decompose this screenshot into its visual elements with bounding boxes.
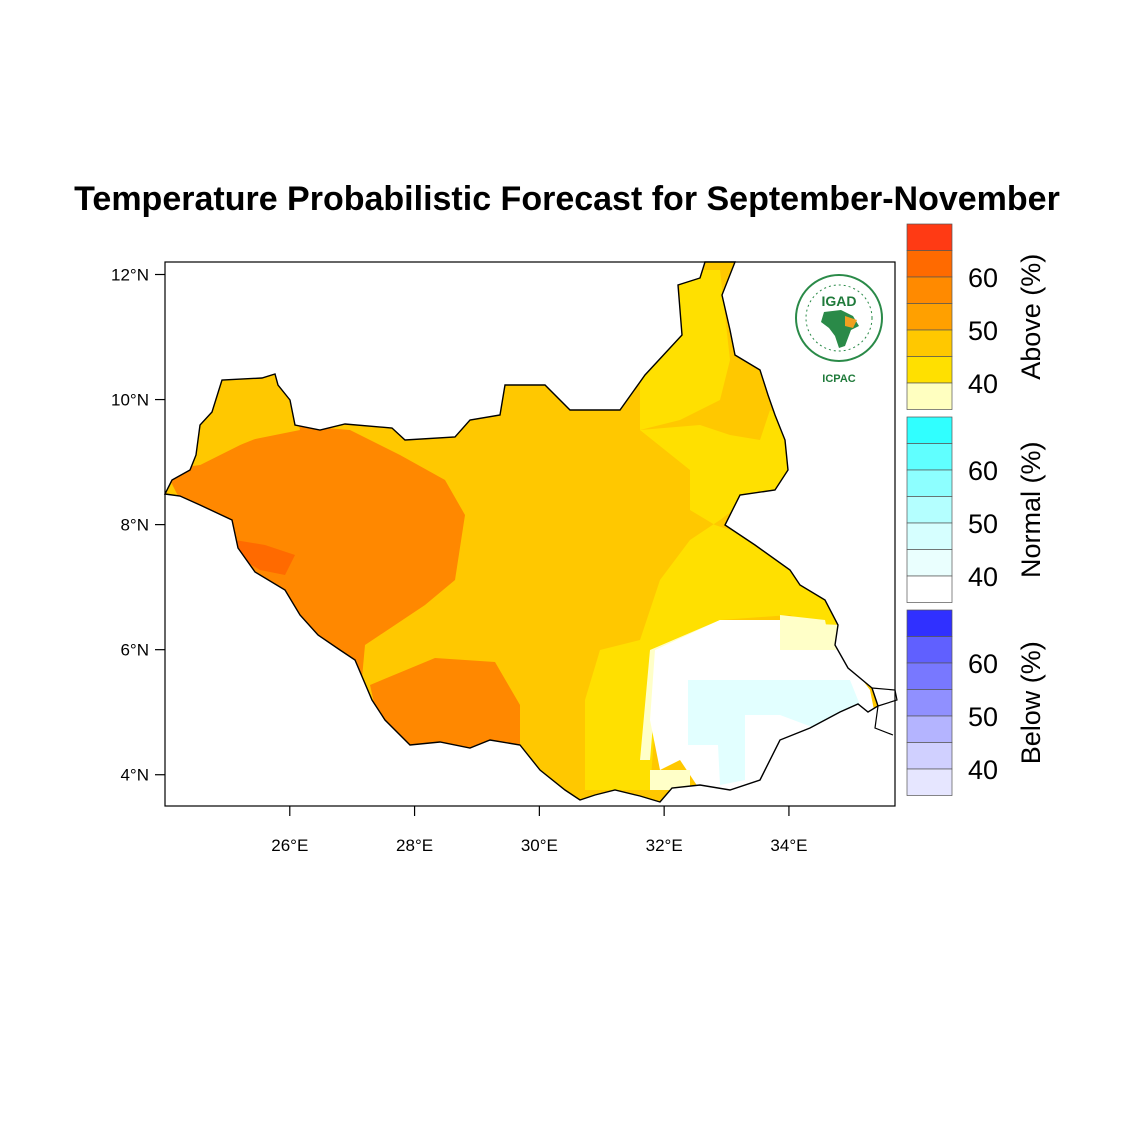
fill-normal-40-southeast xyxy=(688,680,870,785)
horn-highlight-icon xyxy=(845,316,857,328)
colorbar-label: 50 xyxy=(968,509,998,539)
latitude-axis: 12°N 10°N 8°N 6°N 4°N xyxy=(111,266,165,785)
colorbar-swatch xyxy=(906,575,953,603)
colorbar-swatch xyxy=(906,496,953,524)
colorbar-title: Below (%) xyxy=(1016,641,1046,764)
lat-tick-label: 8°N xyxy=(120,516,149,535)
fill-above-60-65-west xyxy=(235,540,295,575)
colorbar-label: 60 xyxy=(968,456,998,486)
logo-bottom-text: ICPAC xyxy=(822,373,855,385)
fill-above-40-45-northwest xyxy=(200,380,300,465)
colorbar-swatch xyxy=(906,250,953,278)
colorbar-swatch xyxy=(906,303,953,331)
colorbar-label: 60 xyxy=(968,649,998,679)
colorbar-swatch xyxy=(906,276,953,304)
colorbar-swatch xyxy=(906,329,953,357)
colorbar-swatch xyxy=(906,223,953,251)
colorbar-title: Above (%) xyxy=(1016,254,1046,380)
colorbar-swatch xyxy=(906,662,953,690)
neighbour-border xyxy=(871,687,898,736)
colorbar-swatch xyxy=(906,715,953,743)
fill-above-35-40-south xyxy=(650,770,690,790)
colorbars: 60 50 40 Above (%) 60 50 40 Normal (%) 60 50 40 Bel… xyxy=(906,223,1046,796)
lon-tick-label: 28°E xyxy=(396,836,433,855)
colorbar-below: 60 50 40 Below (%) xyxy=(906,609,1046,796)
lat-tick-label: 10°N xyxy=(111,391,149,410)
colorbar-label: 60 xyxy=(968,263,998,293)
colorbar-normal: 60 50 40 Normal (%) xyxy=(906,416,1046,603)
colorbar-swatch xyxy=(906,416,953,444)
fill-above-55-60-south xyxy=(370,658,520,760)
fill-above-55-60-west xyxy=(165,425,465,700)
lat-tick-label: 6°N xyxy=(120,641,149,660)
colorbar-label: 40 xyxy=(968,755,998,785)
lon-tick-label: 26°E xyxy=(271,836,308,855)
map-title: Temperature Probabilistic Forecast for S… xyxy=(74,180,1060,218)
colorbar-label: 50 xyxy=(968,702,998,732)
lon-tick-label: 32°E xyxy=(646,836,683,855)
lat-tick-label: 4°N xyxy=(120,766,149,785)
colorbar-title: Normal (%) xyxy=(1016,441,1046,578)
colorbar-label: 40 xyxy=(968,562,998,592)
longitude-axis: 26°E 28°E 30°E 32°E 34°E xyxy=(271,806,807,855)
colorbar-swatch xyxy=(906,522,953,550)
colorbar-swatch xyxy=(906,768,953,796)
colorbar-swatch xyxy=(906,636,953,664)
colorbar-swatch xyxy=(906,443,953,471)
colorbar-label: 40 xyxy=(968,369,998,399)
colorbar-swatch xyxy=(906,469,953,497)
lon-tick-label: 30°E xyxy=(521,836,558,855)
colorbar-swatch xyxy=(906,742,953,770)
colorbar-swatch xyxy=(906,609,953,637)
fill-above-40-north xyxy=(640,270,730,430)
colorbar-swatch xyxy=(906,382,953,410)
colorbar-swatch xyxy=(906,549,953,577)
country-border xyxy=(163,261,879,803)
colorbar-swatch xyxy=(906,356,953,384)
colorbar-swatch xyxy=(906,689,953,717)
colorbar-above: 60 50 40 Above (%) xyxy=(906,223,1046,410)
lat-tick-label: 12°N xyxy=(111,266,149,285)
colorbar-label: 50 xyxy=(968,316,998,346)
icpac-logo: IGAD ICPAC xyxy=(795,274,883,385)
logo-top-text: IGAD xyxy=(822,293,857,309)
lon-tick-label: 34°E xyxy=(770,836,807,855)
fill-above-35-40-east xyxy=(780,615,830,645)
